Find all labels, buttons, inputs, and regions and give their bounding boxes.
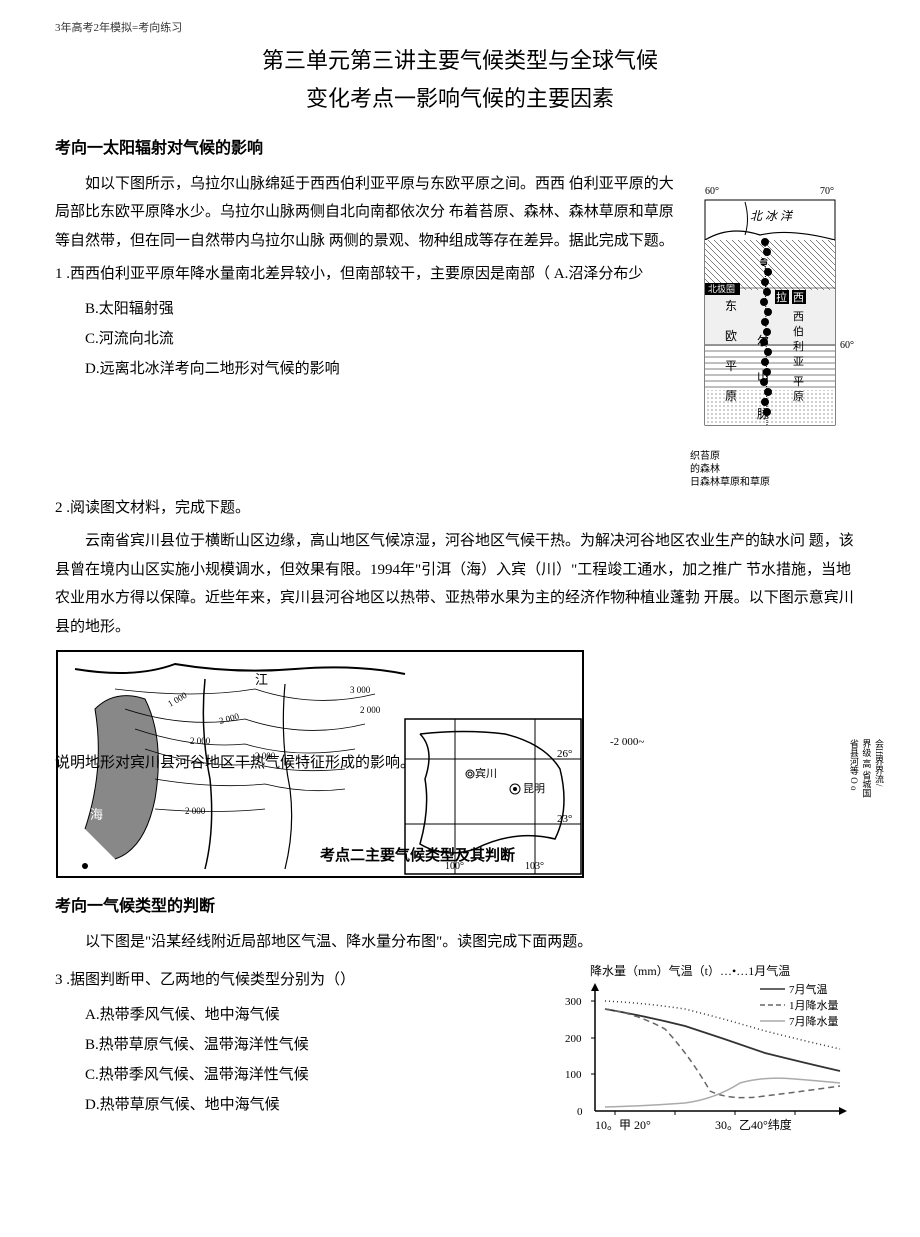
q3-opt-a: A.热带季风气候、地中海气候 bbox=[85, 1000, 535, 1030]
ural-map: 60° 70° 北 冰 洋 bbox=[690, 180, 865, 489]
legend1: 织苔原 bbox=[690, 450, 865, 463]
svg-text:亚: 亚 bbox=[793, 356, 804, 368]
arctic-label: 北 冰 洋 bbox=[750, 209, 794, 223]
er-label: 尔 bbox=[757, 333, 769, 348]
q3-opt-b: B.热带草原气候、温带海洋性气候 bbox=[85, 1030, 535, 1060]
shan-label: 山 bbox=[757, 369, 769, 383]
svg-text:0: 0 bbox=[577, 1106, 583, 1118]
svg-text:2 000: 2 000 bbox=[190, 736, 211, 746]
q3-block: 3 .据图判断甲、乙两地的气候类型分别为（） A.热带季风气候、地中海气候 B.… bbox=[55, 961, 535, 1144]
alt-label: -2 000~ bbox=[610, 734, 644, 752]
lat60-label: 60° bbox=[840, 340, 854, 351]
header-tag: 3年高考2年模拟=考向练习 bbox=[55, 20, 865, 38]
section1-intro: 如以下图所示，乌拉尔山脉绵延于西西伯利亚平原与东欧平原之间。西西 伯利亚平原的大… bbox=[55, 170, 680, 256]
q2-para: 云南省宾川县位于横断山区边缘，高山地区气候凉湿，河谷地区气候干热。为解决河谷地区… bbox=[55, 527, 865, 641]
jiang-label: 江 bbox=[255, 672, 268, 687]
legend-jul-temp: 7月气温 bbox=[789, 982, 828, 996]
section1-heading: 考向一太阳辐射对气候的影响 bbox=[55, 136, 865, 162]
kp2-heading: 考点二主要气候类型及其判断 bbox=[320, 844, 515, 868]
q2-instruction: 说明地形对宾川县河谷地区干热气候特征形成的影响。 bbox=[55, 751, 415, 775]
map2-legend-vertical: 会Iff界界流/界级 高 省城国省县河等 O o bbox=[847, 739, 885, 798]
q3-stem: 3 .据图判断甲、乙两地的气候类型分别为（） bbox=[55, 966, 535, 995]
svg-text:拉: 拉 bbox=[776, 290, 787, 304]
section3-heading: 考向一气候类型的判断 bbox=[55, 894, 865, 920]
lat26-label: 26° bbox=[557, 748, 572, 760]
svg-text:西: 西 bbox=[793, 292, 804, 304]
yuan-label: 原 bbox=[725, 389, 737, 403]
q2-stem: 2 .阅读图文材料，完成下题。 bbox=[55, 494, 865, 523]
dali-label: 大理 bbox=[93, 860, 117, 874]
svg-text:3 000: 3 000 bbox=[350, 685, 371, 695]
svg-text:100: 100 bbox=[565, 1069, 582, 1081]
svg-text:平: 平 bbox=[793, 376, 804, 388]
q1-opt-b: B.太阳辐射强 bbox=[85, 294, 680, 324]
q1-opt-c: C.河流向北流 bbox=[85, 324, 680, 354]
legend2: 的森林 bbox=[690, 463, 865, 476]
svg-text:伯: 伯 bbox=[793, 324, 804, 338]
svg-text:原: 原 bbox=[793, 391, 804, 403]
binchuan-label: 宾川 bbox=[475, 766, 497, 780]
content-row-1: 如以下图所示，乌拉尔山脉绵延于西西伯利亚平原与东欧平原之间。西西 伯利亚平原的大… bbox=[55, 170, 865, 489]
ural-map-svg: 60° 70° 北 冰 洋 bbox=[690, 180, 865, 440]
xi2-label: 西 bbox=[793, 311, 804, 323]
svg-text:200: 200 bbox=[565, 1033, 582, 1045]
main-title: 第三单元第三讲主要气候类型与全球气候 bbox=[55, 43, 865, 78]
arctic-circle-label: 北极圈 bbox=[708, 283, 735, 294]
dong-label: 东 bbox=[725, 299, 737, 313]
kunming-label: 昆明 bbox=[523, 782, 545, 795]
legend-jan-prec: 1月降水量 bbox=[789, 998, 839, 1012]
chart-row: 3 .据图判断甲、乙两地的气候类型分别为（） A.热带季风气候、地中海气候 B.… bbox=[55, 961, 865, 1144]
x-label-2: 30。乙40°纬度 bbox=[715, 1117, 792, 1132]
svg-text:2 000: 2 000 bbox=[185, 806, 206, 816]
legend3: 日森林草原和草原 bbox=[690, 476, 865, 489]
lon103-label: 103° bbox=[525, 861, 544, 872]
ou-label: 欧 bbox=[725, 329, 737, 343]
q3-opt-d: D.热带草原气候、地中海气候 bbox=[85, 1090, 535, 1120]
svg-text:300: 300 bbox=[565, 996, 582, 1008]
map1-legend: 织苔原 的森林 日森林草原和草原 bbox=[690, 450, 865, 489]
lon60-label: 60° bbox=[705, 186, 719, 197]
svg-text:2 000: 2 000 bbox=[360, 705, 381, 715]
section3-intro: 以下图是"沿某经线附近局部地区气温、降水量分布图"。读图完成下面两题。 bbox=[55, 928, 865, 957]
sub-title: 变化考点一影响气候的主要因素 bbox=[55, 81, 865, 116]
mai-label: 脉 bbox=[757, 406, 769, 421]
hai-label: 海 bbox=[90, 807, 103, 822]
ping-label: 平 bbox=[725, 359, 737, 373]
wu-label: 乌 bbox=[757, 253, 769, 268]
q3-opt-c: C.热带季风气候、温带海洋性气候 bbox=[85, 1060, 535, 1090]
chart-title: 降水量（mm）气温（t）…•…1月气温 bbox=[590, 963, 790, 978]
x-label-1: 10。甲 20° bbox=[595, 1118, 651, 1132]
svg-text:利: 利 bbox=[793, 340, 804, 353]
left-column: 如以下图所示，乌拉尔山脉绵延于西西伯利亚平原与东欧平原之间。西西 伯利亚平原的大… bbox=[55, 170, 680, 489]
lat23-label: 23° bbox=[557, 813, 572, 825]
climate-chart: 降水量（mm）气温（t）…•…1月气温 7月气温 1月降水量 7月降水量 300… bbox=[555, 961, 865, 1144]
binchuan-map-container: 3 000 2 000 1 000 2 000 2 000 2 000 2 00… bbox=[55, 649, 865, 879]
lon70-label: 70° bbox=[820, 186, 834, 197]
legend-jul-prec: 7月降水量 bbox=[789, 1014, 839, 1028]
q1-stem: 1 .西西伯利亚平原年降水量南北差异较小，但南部较干，主要原因是南部（ A.沼泽… bbox=[55, 260, 680, 289]
q1-opt-d: D.远离北冰洋考向二地形对气候的影响 bbox=[85, 354, 680, 384]
